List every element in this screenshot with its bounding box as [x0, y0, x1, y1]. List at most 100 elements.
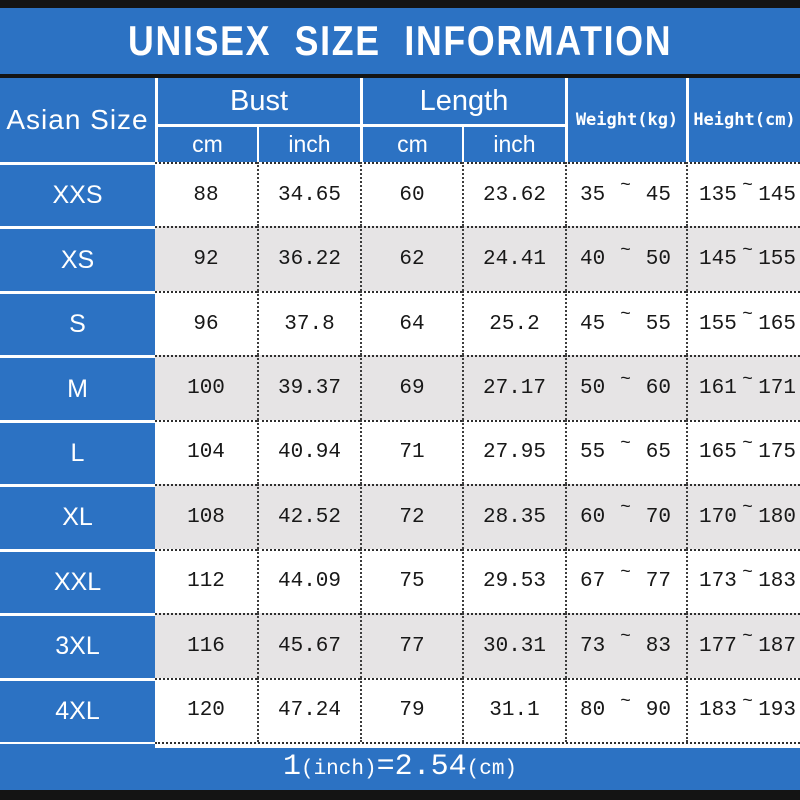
range-max: 90 — [645, 699, 671, 723]
range-max: 70 — [645, 505, 671, 529]
range-max: 60 — [645, 377, 671, 401]
conversion-note-banner: 1 (inch) =2.54 (cm) — [0, 748, 800, 790]
size-cell: L — [0, 419, 155, 485]
group-header-bust: Bust — [155, 78, 360, 124]
tilde-separator: ~ — [742, 176, 753, 197]
tilde-separator: ~ — [620, 305, 631, 326]
bust-cm-cell: 120 — [155, 677, 257, 742]
bust-cm-cell: 96 — [155, 290, 257, 355]
bust-cm-cell: 100 — [155, 355, 257, 419]
range-min: 135 — [699, 183, 737, 207]
range-min: 60 — [580, 505, 606, 529]
range-max: 180 — [758, 505, 796, 529]
table-row: XS 92 36.22 62 24.41 40 ~50 145 ~155 — [0, 226, 800, 291]
range-min: 73 — [580, 634, 606, 658]
weight-cell: 45 ~55 — [565, 290, 686, 356]
length-cm-cell: 75 — [360, 548, 462, 614]
size-cell: 3XL — [0, 613, 155, 678]
range-min: 177 — [699, 634, 737, 658]
table-row: S 96 37.8 64 25.2 45 ~55 155 ~165 — [0, 290, 800, 356]
range-min: 55 — [580, 441, 606, 465]
bust-cm-cell: 112 — [155, 548, 257, 613]
range-max: 83 — [645, 634, 671, 658]
corner-header-asian-size: Asian Size — [6, 104, 149, 135]
tilde-separator: ~ — [620, 369, 631, 390]
length-inch-cell: 24.41 — [462, 226, 565, 291]
subheader-bust-inch: inch — [257, 124, 360, 162]
range-max: 155 — [758, 248, 796, 272]
tilde-separator: ~ — [620, 433, 631, 454]
tilde-separator: ~ — [742, 240, 753, 261]
tilde-separator: ~ — [620, 240, 631, 261]
bust-cm-cell: 104 — [155, 419, 257, 484]
weight-cell: 80 ~90 — [565, 677, 686, 742]
height-cell: 161 ~171 — [686, 355, 800, 420]
table-row: L 104 40.94 71 27.95 55 ~65 165 ~175 — [0, 419, 800, 485]
footer-divider-blue — [0, 742, 155, 748]
size-cell: XS — [0, 226, 155, 291]
bust-inch-cell: 45.67 — [257, 613, 360, 678]
range-min: 50 — [580, 377, 606, 401]
subheader-length-cm: cm — [360, 124, 462, 162]
bust-inch-cell: 40.94 — [257, 419, 360, 485]
bust-cm-cell: 116 — [155, 613, 257, 677]
conversion-note-text: =2.54 — [376, 750, 467, 784]
tilde-separator: ~ — [742, 691, 753, 712]
range-max: 193 — [758, 699, 796, 723]
height-cell: 183 ~193 — [686, 677, 800, 742]
tilde-separator: ~ — [620, 498, 631, 519]
range-max: 187 — [758, 634, 796, 658]
length-inch-cell: 25.2 — [462, 290, 565, 356]
height-cell: 155 ~165 — [686, 290, 800, 356]
height-cell: 135 ~145 — [686, 162, 800, 227]
length-cm-cell: 64 — [360, 290, 462, 356]
range-max: 145 — [758, 183, 796, 207]
top-black-bar — [0, 0, 800, 8]
title-banner: UNISEX SIZE INFORMATION — [0, 8, 800, 74]
tilde-separator: ~ — [742, 369, 753, 390]
tilde-separator: ~ — [742, 562, 753, 583]
height-cell: 170 ~180 — [686, 484, 800, 549]
range-max: 77 — [645, 570, 671, 594]
length-cm-cell: 77 — [360, 613, 462, 678]
range-max: 175 — [758, 441, 796, 465]
tilde-separator: ~ — [742, 498, 753, 519]
weight-cell: 40 ~50 — [565, 226, 686, 291]
range-min: 161 — [699, 377, 737, 401]
length-inch-cell: 27.95 — [462, 419, 565, 485]
footer-divider-white — [155, 742, 800, 748]
title-underline — [0, 74, 800, 78]
range-max: 65 — [645, 441, 671, 465]
range-min: 67 — [580, 570, 606, 594]
length-inch-cell: 28.35 — [462, 484, 565, 549]
table-row: XXS 88 34.65 60 23.62 35 ~45 135 ~145 — [0, 162, 800, 227]
conversion-note-text: 1 — [282, 750, 301, 784]
size-cell: S — [0, 290, 155, 356]
weight-cell: 60 ~70 — [565, 484, 686, 549]
size-cell: XXL — [0, 548, 155, 614]
group-header-length: Length — [360, 78, 565, 124]
page-title: UNISEX SIZE INFORMATION — [127, 17, 673, 64]
bust-inch-cell: 39.37 — [257, 355, 360, 420]
table-row: 4XL 120 47.24 79 31.1 80 ~90 183 ~193 — [0, 677, 800, 742]
bust-inch-cell: 42.52 — [257, 484, 360, 549]
tilde-separator: ~ — [620, 691, 631, 712]
height-cell: 145 ~155 — [686, 226, 800, 291]
footer-divider — [0, 742, 800, 748]
length-cm-cell: 60 — [360, 162, 462, 227]
weight-cell: 50 ~60 — [565, 355, 686, 420]
tilde-separator: ~ — [742, 627, 753, 648]
range-min: 183 — [699, 699, 737, 723]
bust-cm-cell: 108 — [155, 484, 257, 548]
length-inch-cell: 23.62 — [462, 162, 565, 227]
range-min: 155 — [699, 312, 737, 336]
length-inch-cell: 31.1 — [462, 677, 565, 742]
range-min: 165 — [699, 441, 737, 465]
header-weight-kg: Weight(kg) — [565, 78, 686, 162]
length-inch-cell: 30.31 — [462, 613, 565, 678]
length-inch-cell: 27.17 — [462, 355, 565, 420]
subheader-length-inch: inch — [462, 124, 565, 162]
range-min: 40 — [580, 248, 606, 272]
size-cell: XL — [0, 484, 155, 549]
length-cm-cell: 69 — [360, 355, 462, 420]
